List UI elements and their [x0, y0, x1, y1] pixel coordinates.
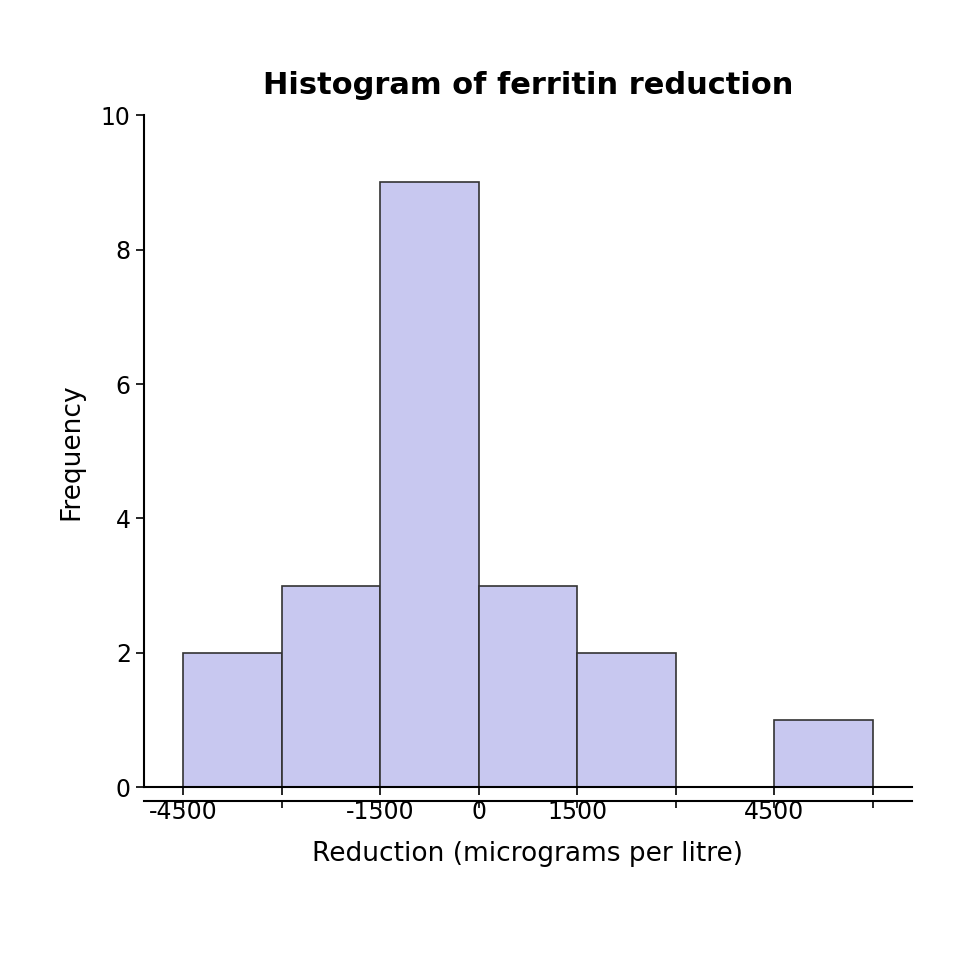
Bar	[380, 182, 479, 787]
Title: Histogram of ferritin reduction: Histogram of ferritin reduction	[263, 71, 793, 101]
Bar	[479, 586, 577, 787]
Bar	[183, 653, 282, 787]
Bar	[774, 720, 873, 787]
Bar	[282, 586, 380, 787]
X-axis label: Reduction (micrograms per litre): Reduction (micrograms per litre)	[313, 841, 743, 867]
Y-axis label: Frequency: Frequency	[59, 383, 84, 519]
Bar	[577, 653, 676, 787]
